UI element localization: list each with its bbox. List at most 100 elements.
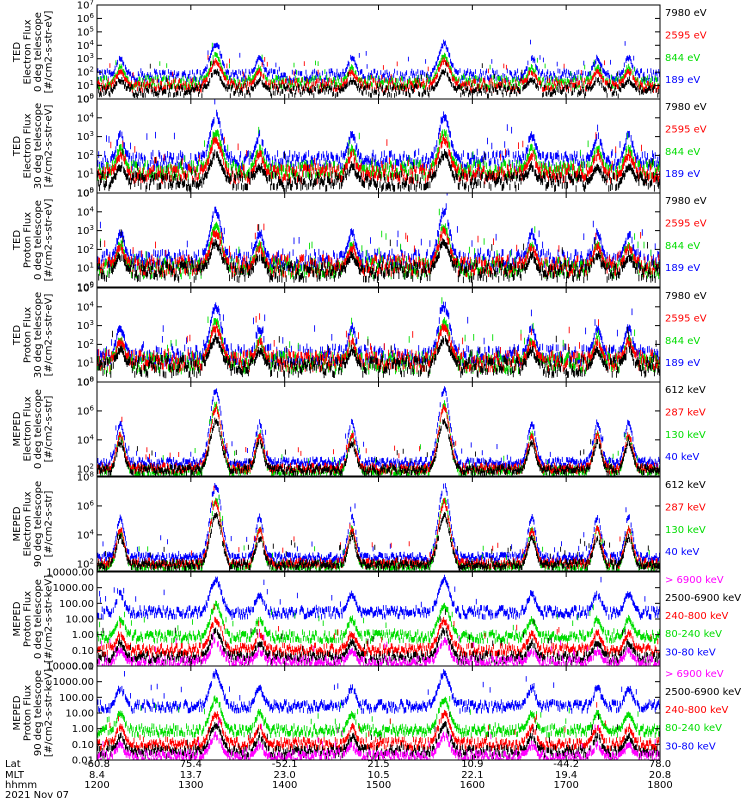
panel-3-traces (97, 193, 660, 284)
panel-4-ylabel: TED Proton Flux 30 deg telescope [#/cm2-s-s… (12, 292, 55, 378)
x-tick-label: 1600 (460, 780, 485, 791)
legend-entry: 287 keV (665, 502, 706, 513)
panel-1-series-1 (97, 60, 660, 99)
panel-2: 100 101 102 103 104 105 TED Electron Flux 30 deg… (12, 93, 707, 200)
y-tick-label: 0.01 (72, 662, 94, 673)
y-tick-label: 100 (77, 376, 94, 389)
y-tick-label: 104 (77, 39, 95, 52)
ylabel-line: [#/cm2-s-str-eV] (44, 199, 55, 282)
x-tick-label: 1200 (84, 780, 109, 791)
panel-7-series-4 (97, 600, 660, 644)
panel-6-ylabel: MEPED Electron Flux 90 deg telescope [#/cm2… (12, 481, 55, 567)
ylabel-line: 0 deg telescope (33, 579, 44, 659)
y-tick-label: 1.00 (72, 724, 94, 735)
y-tick-label: 102 (77, 149, 94, 162)
panel-6: 102 104 106 108 MEPED Electron Flux 90 deg tel… (12, 471, 706, 572)
x-tick-label: -44.2 (553, 759, 579, 770)
ylabel-line: [#/cm2-s-str-eV] (44, 294, 55, 377)
legend-entry: 844 eV (665, 336, 700, 347)
ylabel-line: 30 deg telescope (33, 292, 44, 378)
x-tick-label: -60.8 (84, 759, 110, 770)
x-tick-label: 1500 (366, 780, 391, 791)
legend-entry: 80-240 keV (665, 629, 722, 640)
legend-entry: 240-800 keV (665, 705, 729, 716)
legend-entry: 40 keV (665, 547, 699, 558)
ylabel-line: Proton Flux (23, 685, 34, 741)
panel-4-series-1 (97, 326, 660, 379)
ylabel-line: MEPED (12, 411, 23, 446)
y-tick-label: 10.00 (65, 709, 94, 720)
y-tick-label: 0.01 (72, 756, 94, 767)
y-tick-label: 105 (77, 25, 94, 38)
ylabel-line: 30 deg telescope (33, 103, 44, 189)
y-tick-label: 105 (77, 93, 94, 106)
legend-entry: 7980 eV (665, 196, 707, 207)
panel-8: 0.010.101.0010.00100.001000.0010000.00ME… (12, 662, 741, 767)
y-tick-label: 108 (77, 471, 94, 484)
legend-entry: 189 eV (665, 358, 700, 369)
y-tick-label: 104 (77, 433, 95, 446)
ylabel-line: TED (12, 230, 23, 251)
legend-entry: 612 keV (665, 385, 706, 396)
ylabel-line: [#/cm2-s-str] (44, 395, 55, 462)
y-tick-label: 0.10 (72, 646, 94, 657)
y-tick-label: 1.00 (72, 630, 94, 641)
legend-entry: 2595 eV (665, 218, 707, 229)
x-tick-label: 23.0 (274, 770, 296, 781)
panel-8-series-5 (97, 666, 660, 714)
ylabel-line: Proton Flux (23, 212, 34, 268)
x-tick-label: 21.5 (367, 759, 389, 770)
y-tick-label: 105 (77, 187, 94, 200)
y-tick-label: 10000.00 (46, 662, 94, 673)
date-label: 2021 Nov 07 (5, 790, 69, 800)
legend-entry: 2595 eV (665, 30, 707, 41)
ylabel-line: 0 deg telescope (33, 12, 44, 92)
y-tick-label: 102 (77, 557, 94, 570)
panel-2-ylabel: TED Electron Flux 30 deg telescope [#/cm2-s… (12, 103, 55, 189)
legend-entry: 844 eV (665, 241, 700, 252)
x-tick-label: 1700 (553, 780, 578, 791)
y-tick-label: 102 (77, 66, 94, 79)
panel-2-series-1 (97, 148, 660, 193)
y-tick-label: 108 (77, 376, 94, 389)
legend-entry: 7980 eV (665, 291, 707, 302)
panel-5-traces (97, 386, 660, 476)
y-tick-label: 100 (77, 93, 94, 106)
legend-entry: 130 keV (665, 430, 706, 441)
panel-3-series-1 (97, 224, 660, 284)
ylabel-line: [#/cm2-s-str-eV] (44, 11, 55, 94)
y-tick-label: 104 (77, 205, 95, 218)
panel-5-series-1 (97, 417, 660, 476)
legend-entry: 2595 eV (665, 124, 707, 135)
x-row-label: Lat (5, 759, 21, 770)
x-row-label: hhmm (5, 780, 37, 791)
y-tick-label: 106 (77, 499, 95, 512)
x-tick-label: -52.1 (272, 759, 298, 770)
legend-entry: > 6900 keV (665, 575, 724, 586)
y-tick-label: 105 (77, 282, 94, 295)
ylabel-line: 90 deg telescope (33, 670, 44, 756)
ylabel-line: TED (12, 42, 23, 63)
ylabel-line: MEPED (12, 601, 23, 636)
y-tick-label: 106 (77, 12, 95, 25)
y-tick-label: 101 (77, 168, 94, 181)
x-tick-label: 8.4 (89, 770, 105, 781)
x-tick-label: 1300 (178, 780, 203, 791)
y-tick-label: 100 (77, 281, 94, 294)
y-tick-label: 102 (77, 462, 94, 475)
x-tick-label: 20.8 (649, 770, 671, 781)
ylabel-line: [#/cm2-s-str-keV] (44, 669, 55, 757)
y-tick-label: 103 (77, 52, 94, 65)
panel-6-series-4 (97, 483, 660, 564)
y-tick-label: 104 (77, 111, 95, 124)
panel-3-ylabel: TED Proton Flux 0 deg telescope [#/cm2-s-st… (12, 199, 55, 282)
y-tick-label: 100 (77, 187, 94, 200)
panel-4-traces (97, 297, 660, 379)
panel-5-series-4 (97, 386, 660, 469)
legend-entry: 130 keV (665, 525, 706, 536)
ylabel-line: Electron Flux (23, 491, 34, 556)
x-tick-label: 22.1 (461, 770, 483, 781)
ylabel-line: [#/cm2-s-str-keV] (44, 575, 55, 663)
ylabel-line: Electron Flux (23, 396, 34, 461)
legend-entry: 287 keV (665, 407, 706, 418)
